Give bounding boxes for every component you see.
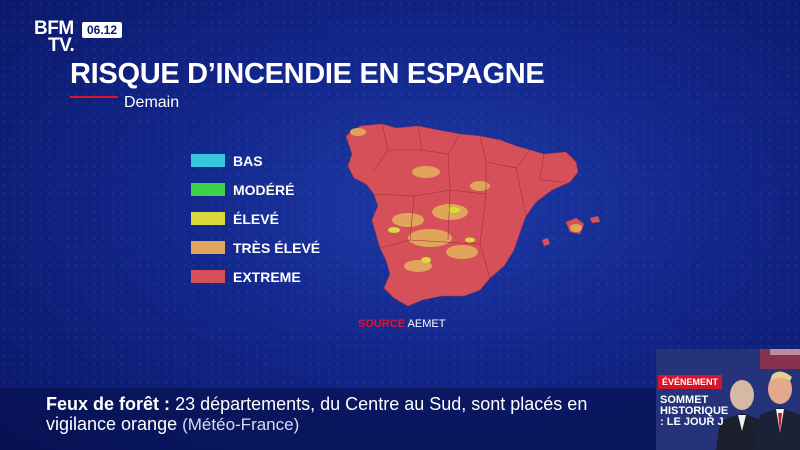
ibiza (542, 238, 550, 246)
legend-swatch (191, 241, 225, 254)
region-borders (373, 123, 567, 279)
map-legend: BAS MODÉRÉ ÉLEVÉ TRÈS ÉLEVÉ EXTREME (191, 146, 320, 291)
legend-item-tres-eleve: TRÈS ÉLEVÉ (191, 233, 320, 262)
map-subtitle: Demain (124, 94, 180, 111)
legend-item-eleve: ÉLEVÉ (191, 204, 320, 233)
map-title: RISQUE D’INCENDIE EN ESPAGNE (70, 58, 545, 90)
legend-item-extreme: EXTREME (191, 262, 320, 291)
legend-swatch (191, 270, 225, 283)
legend-label: EXTREME (233, 268, 301, 285)
ticker-text-2: vigilance orange (46, 414, 178, 434)
event-tag: ÉVÉNEMENT (658, 375, 723, 389)
legend-label: BAS (233, 152, 263, 169)
title-accent-line (70, 96, 118, 98)
legend-item-modere: MODÉRÉ (191, 175, 320, 204)
logo-line2: TV. (48, 35, 75, 56)
logo-line1: BFM (34, 18, 74, 39)
news-ticker (0, 388, 656, 450)
ticker-separator: : (164, 394, 171, 414)
legend-swatch (191, 212, 225, 225)
legend-swatch (191, 183, 225, 196)
menorca (590, 216, 600, 223)
ticker-text: 23 départements, du Centre au Sud, sont … (175, 394, 588, 414)
map-source: SOURCE AEMET (358, 318, 445, 330)
event-box: ÉVÉNEMENT SOMMET HISTORIQUE : LE JOUR J (656, 349, 800, 450)
spain-fire-risk-map (345, 123, 600, 307)
legend-swatch (191, 154, 225, 167)
source-label: SOURCE (358, 318, 406, 330)
event-photo-icon (656, 349, 800, 450)
event-title: SOMMET HISTORIQUE : LE JOUR J (660, 394, 729, 428)
ticker-source: (Météo-France) (182, 415, 300, 434)
ticker-line1: Feux de forêt : 23 départements, du Cent… (46, 394, 587, 415)
ticker-line2: vigilance orange (Météo-France) (46, 414, 299, 435)
clock: 06.12 (82, 22, 123, 38)
legend-label: MODÉRÉ (233, 181, 295, 198)
bfmtv-logo: BFM TV. (34, 18, 75, 56)
legend-item-bas: BAS (191, 146, 320, 175)
legend-label: ÉLEVÉ (233, 210, 279, 227)
ticker-keyword: Feux de forêt (46, 394, 160, 414)
risk-patches (350, 128, 582, 272)
source-value: AEMET (407, 318, 446, 330)
legend-label: TRÈS ÉLEVÉ (233, 239, 321, 256)
